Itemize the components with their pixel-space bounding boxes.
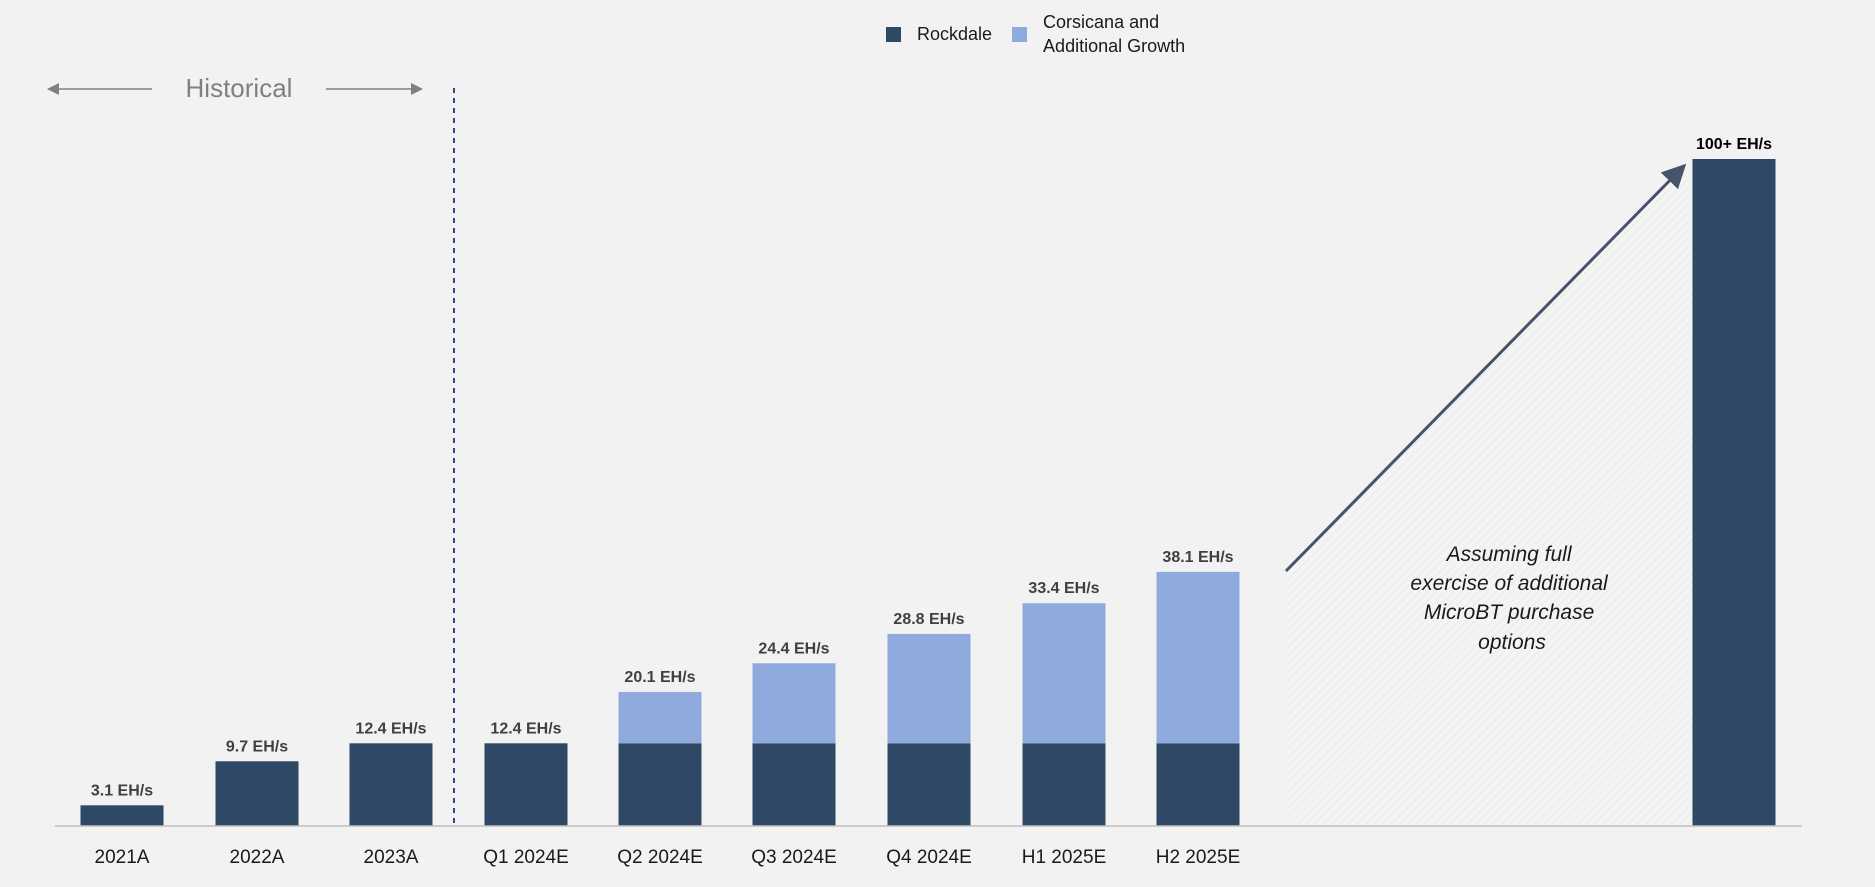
x-tick-label-q3-2024e: Q3 2024E bbox=[751, 847, 837, 868]
bar-corsicana-h1-2025e bbox=[1022, 603, 1106, 744]
data-label-q4-2024e: 28.8 EH/s bbox=[893, 611, 964, 628]
data-label-2021a: 3.1 EH/s bbox=[91, 782, 153, 799]
annotation-text: Assuming full exercise of additional Mic… bbox=[1410, 543, 1613, 654]
growth-arrow bbox=[1284, 163, 1687, 573]
bar-corsicana-h2-2025e bbox=[1156, 571, 1240, 744]
legend-swatch-corsicana bbox=[1012, 26, 1028, 42]
x-tick-label-q2-2024e: Q2 2024E bbox=[617, 847, 703, 868]
bar-rockdale-q1-2024e bbox=[484, 743, 568, 826]
data-label-q1-2024e: 12.4 EH/s bbox=[490, 720, 561, 737]
annotation-line-4: options bbox=[1478, 631, 1546, 654]
data-label-projection: 100+ EH/s bbox=[1696, 136, 1772, 153]
x-tick-labels-group: 2021A 2022A 2023A Q1 2024E Q2 2024E Q3 2024E Q… bbox=[95, 847, 1241, 868]
bar-rockdale-h2-2025e bbox=[1156, 743, 1240, 826]
bar-corsicana-q3-2024e bbox=[752, 663, 836, 744]
x-tick-label-q1-2024e: Q1 2024E bbox=[483, 847, 569, 868]
x-tick-label-2023a: 2023A bbox=[364, 847, 419, 868]
data-labels-group: 3.1 EH/s 9.7 EH/s 12.4 EH/s 12.4 EH/s 20.1 E… bbox=[91, 136, 1772, 799]
bar-rockdale-q2-2024e bbox=[618, 743, 702, 826]
data-label-q3-2024e: 24.4 EH/s bbox=[758, 640, 829, 657]
annotation-line-2: exercise of additional bbox=[1410, 572, 1609, 595]
historical-label: Historical bbox=[186, 73, 293, 103]
x-tick-label-2021a: 2021A bbox=[95, 847, 150, 868]
legend-label-rockdale: Rockdale bbox=[917, 24, 993, 44]
data-label-2023a: 12.4 EH/s bbox=[355, 720, 426, 737]
x-tick-label-h2-2025e: H2 2025E bbox=[1156, 847, 1241, 868]
annotation-line-3: MicroBT purchase bbox=[1424, 601, 1594, 624]
bars-group bbox=[80, 159, 1776, 826]
bar-rockdale-h1-2025e bbox=[1022, 743, 1106, 826]
legend-label-corsicana: Corsicana and Additional Growth bbox=[1043, 12, 1186, 56]
bar-rockdale-2021a bbox=[80, 805, 164, 826]
legend: Rockdale Corsicana and Additional Growth bbox=[886, 10, 1185, 58]
bar-rockdale-q3-2024e bbox=[752, 743, 836, 826]
x-tick-label-h1-2025e: H1 2025E bbox=[1022, 847, 1107, 868]
data-label-h2-2025e: 38.1 EH/s bbox=[1162, 549, 1233, 566]
bar-rockdale-projection bbox=[1692, 159, 1776, 826]
data-label-q2-2024e: 20.1 EH/s bbox=[624, 669, 695, 686]
data-label-h1-2025e: 33.4 EH/s bbox=[1028, 580, 1099, 597]
x-tick-label-q4-2024e: Q4 2024E bbox=[886, 847, 972, 868]
legend-item-rockdale: Rockdale bbox=[886, 22, 992, 46]
bar-rockdale-q4-2024e bbox=[887, 743, 971, 826]
legend-swatch-rockdale bbox=[886, 26, 901, 42]
growth-shaded-area bbox=[1286, 158, 1694, 826]
annotation-line-1: Assuming full bbox=[1445, 543, 1573, 566]
x-tick-label-2022a: 2022A bbox=[230, 847, 285, 868]
legend-item-corsicana: Corsicana and Additional Growth bbox=[1012, 10, 1185, 58]
data-label-2022a: 9.7 EH/s bbox=[226, 738, 288, 755]
bar-corsicana-q2-2024e bbox=[618, 691, 702, 744]
bar-rockdale-2023a bbox=[349, 743, 433, 826]
bar-rockdale-2022a bbox=[215, 761, 299, 826]
bar-corsicana-q4-2024e bbox=[887, 633, 971, 744]
